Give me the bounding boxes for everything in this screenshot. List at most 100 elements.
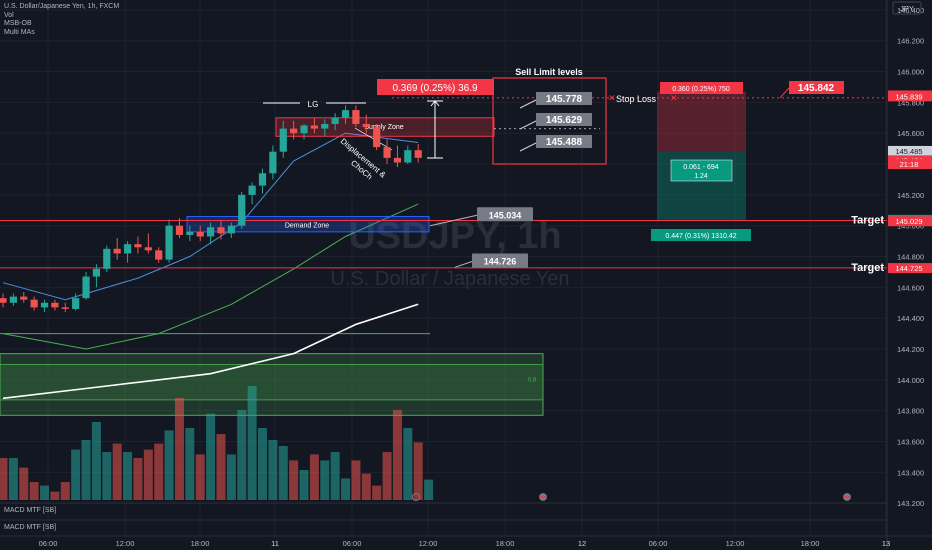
volume-bar (351, 460, 361, 500)
candle-body (227, 225, 235, 234)
position-mid-label: 1.24 (694, 173, 708, 180)
candle-body (393, 157, 402, 163)
y-tick-label: 145.600 (897, 129, 924, 138)
y-tick-label: 146.000 (897, 68, 924, 77)
x-tick-label: 06:00 (39, 539, 58, 548)
stop-price-text: 145.842 (798, 83, 835, 94)
position-mid-box (670, 159, 733, 182)
volume-bar (413, 442, 423, 500)
y-tick-label: 144.000 (897, 376, 924, 385)
candle-body (404, 150, 412, 163)
price-tag-box (888, 91, 932, 102)
volume-bar (185, 428, 195, 500)
y-tick-label: 146.200 (897, 37, 924, 46)
volume-bar (372, 485, 382, 500)
volume-bar (330, 452, 340, 500)
price-callout-text: 145.034 (489, 210, 522, 220)
zone-large (0, 353, 544, 416)
price-axis: 146.400 146.200 146.000 145.800 145.600 145.4… (886, 0, 932, 550)
moving-average-line (2, 132, 419, 301)
candle-body (61, 307, 69, 309)
candle-body (30, 299, 38, 308)
target-label: Target (851, 262, 884, 274)
x-tick-label: 13 (882, 539, 890, 548)
candle-body (9, 296, 17, 303)
sell-limit-value: 145.778 (546, 94, 583, 105)
price-tag-box (888, 145, 932, 156)
x-tick-label: 18:00 (191, 539, 210, 548)
candle-body (72, 298, 80, 309)
x-tick-label: 12:00 (116, 539, 135, 548)
callout-line (454, 261, 473, 268)
zone-large-label: 0.8 (528, 377, 537, 383)
candle-body (269, 151, 277, 174)
volume-bar (289, 460, 299, 500)
callout-line (429, 214, 478, 227)
indicator-multi-mas[interactable]: Multi MAs (4, 28, 35, 36)
volume-bar (123, 452, 133, 500)
position-mid-label: 0.061 - 694 (683, 164, 719, 171)
volume-bar (216, 434, 226, 500)
position-risk-area (657, 91, 746, 151)
candle-body (331, 117, 339, 124)
volume-bar (206, 413, 216, 500)
volume-bar (8, 458, 18, 500)
candle-body (20, 296, 28, 300)
sell-limit-tag (536, 92, 592, 105)
volume-bar (154, 443, 164, 500)
measure-label: 0.369 (0.25%) 36.9 (392, 83, 477, 94)
symbol-line[interactable]: U.S. Dollar/Japanese Yen, 1h, FXCM (4, 3, 120, 10)
volume-bar (91, 422, 101, 500)
callout-line (519, 120, 537, 130)
price-tag-box (888, 159, 932, 170)
measure-box (377, 79, 494, 95)
candle-body (155, 250, 163, 260)
candle-body (258, 173, 267, 186)
volume-bar (133, 458, 143, 500)
candle-body (414, 150, 422, 158)
sell-limit-tag (536, 135, 592, 148)
volume-bar (278, 446, 288, 500)
candle-body (175, 225, 184, 235)
indicator-vol[interactable]: Vol (4, 11, 14, 19)
sell-limit-box (492, 77, 607, 165)
macd-pane-label[interactable]: MACD MTF [SB] (4, 524, 57, 531)
volume-bar (112, 443, 122, 500)
volume-bar (0, 458, 8, 500)
price-tag-box (888, 263, 932, 274)
stop-loss-label: Stop Loss (616, 94, 657, 104)
candle-body (165, 225, 173, 260)
volume-bar (392, 410, 402, 500)
y-tick-label: 146.400 (897, 6, 924, 15)
volume-bar (195, 454, 205, 500)
volume-bar (226, 454, 236, 500)
indicator-msb-ob[interactable]: MSB-OB (4, 20, 32, 27)
volume-bar (81, 440, 91, 500)
watermark-name: U.S. Dollar / Japanese Yen (330, 268, 569, 290)
price-tag-text: 145.029 (895, 217, 922, 226)
callout-line (779, 87, 790, 99)
x-tick-label: 12 (578, 539, 586, 548)
y-tick-label: 143.400 (897, 468, 924, 477)
candle-body (82, 276, 90, 299)
x-tick-label: 06:00 (343, 539, 362, 548)
y-tick-label: 145.800 (897, 98, 924, 107)
volume-bar (71, 449, 81, 500)
candle-body (248, 185, 256, 195)
sell-limit-value: 145.629 (546, 115, 583, 126)
x-tick-label: 18:00 (496, 539, 515, 548)
sell-limit-tag (536, 113, 592, 126)
moving-average-line (2, 303, 419, 400)
candle-body (238, 194, 246, 226)
volume-bar (102, 452, 112, 500)
price-tag-box (888, 216, 932, 227)
macd-pane-label[interactable]: MACD MTF [SB] (4, 507, 57, 514)
lightning-icon (412, 493, 420, 501)
lg-label: LG (308, 100, 319, 109)
candle-body (103, 248, 111, 269)
position-reward-box (651, 229, 751, 241)
price-callout-text: 144.726 (484, 257, 517, 267)
y-tick-label: 144.800 (897, 253, 924, 262)
candle-body (310, 125, 318, 129)
